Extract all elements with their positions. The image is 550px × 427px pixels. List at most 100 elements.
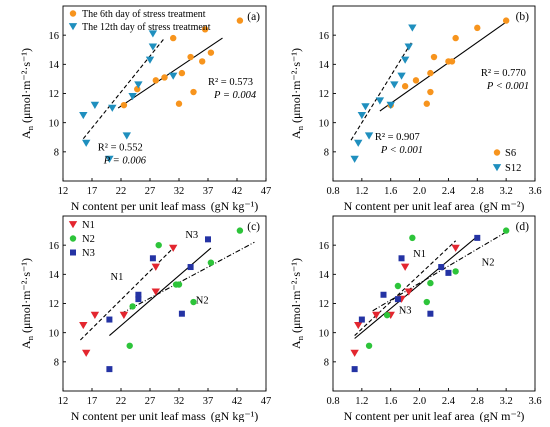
data-point — [90, 311, 100, 319]
data-point — [82, 349, 91, 357]
x-tick-label: 17 — [87, 186, 98, 197]
data-point — [236, 227, 244, 234]
x-tick-label: 0.8 — [326, 186, 339, 197]
x-axis-title: N content per unit leaf area — [344, 199, 476, 213]
annotation-line-label: N2 — [196, 296, 209, 307]
data-point — [90, 101, 100, 109]
data-point — [199, 58, 206, 65]
data-point — [207, 49, 215, 56]
y-axis-unit: (μmol·m⁻²·s⁻¹) — [289, 258, 303, 333]
y-tick-label: 16 — [49, 241, 60, 252]
x-tick-label: 1.2 — [355, 396, 368, 407]
y-axis-subscript: n — [295, 335, 305, 340]
data-point — [375, 97, 385, 105]
x-axis-label: N content per unit leaf mass (gN kg⁻¹) — [71, 199, 259, 213]
data-point — [354, 322, 363, 330]
data-point — [122, 132, 131, 140]
x-axis-label: N content per unit leaf area (gN m⁻²) — [344, 199, 525, 213]
panel-label: (d) — [516, 221, 530, 233]
regression-line-dashdot — [120, 241, 255, 315]
data-point — [452, 268, 459, 275]
data-point — [451, 244, 460, 252]
series-n3 — [106, 236, 211, 373]
data-point — [135, 296, 142, 303]
y-tick-label: 14 — [319, 60, 330, 71]
data-point — [400, 56, 410, 64]
data-point — [178, 310, 185, 317]
y-tick-label: 16 — [49, 31, 60, 42]
y-tick-label: 12 — [319, 299, 330, 310]
data-point — [108, 104, 117, 112]
data-point — [427, 279, 434, 287]
x-tick-label: 42 — [232, 186, 243, 197]
data-point — [190, 88, 197, 96]
data-point — [152, 77, 159, 84]
data-point — [445, 269, 452, 276]
data-point — [364, 132, 374, 140]
legend-marker — [492, 164, 502, 172]
data-point — [149, 255, 156, 262]
y-tick-label: 8 — [324, 147, 329, 158]
data-point — [427, 88, 434, 96]
x-tick-label: 3.6 — [528, 396, 541, 407]
data-point — [161, 74, 168, 81]
panel-label: (c) — [247, 221, 260, 233]
x-tick-label: 12 — [58, 396, 69, 407]
data-point — [358, 316, 365, 323]
data-point — [175, 100, 183, 107]
y-tick-label: 8 — [54, 357, 59, 368]
data-point — [390, 81, 399, 89]
data-point — [82, 139, 91, 147]
annotation-line-label: N3 — [185, 230, 198, 241]
legend-marker — [493, 149, 501, 156]
annotation-p-value: P < 0.001 — [380, 145, 423, 156]
annotation-r2: R² = 0.907 — [375, 132, 420, 143]
data-point — [169, 72, 178, 80]
annotation-line-label: N3 — [399, 306, 412, 317]
data-point — [386, 101, 395, 109]
x-tick-label: 17 — [87, 396, 98, 407]
data-point — [427, 69, 434, 77]
regression-line-dashed — [80, 247, 174, 341]
legend-label: S6 — [505, 148, 516, 159]
x-tick-label: 32 — [174, 186, 185, 197]
regression-line-dashdot — [372, 231, 507, 312]
data-point — [135, 291, 142, 298]
x-axis-title: N content per unit leaf area — [344, 409, 476, 422]
data-point — [350, 349, 359, 357]
data-point — [145, 56, 155, 64]
x-tick-label: 22 — [116, 396, 127, 407]
panel-label: (a) — [247, 11, 260, 23]
data-point — [201, 26, 209, 33]
data-point — [357, 112, 367, 120]
data-point — [474, 24, 481, 32]
y-axis-title: A — [19, 130, 33, 139]
x-tick-label: 1.6 — [384, 186, 397, 197]
series-the-6th-day-of-stress-treatment — [120, 17, 244, 109]
y-tick-label: 10 — [319, 328, 330, 339]
data-point — [400, 263, 410, 271]
x-tick-label: 2.4 — [442, 186, 456, 197]
legend-marker — [69, 10, 77, 17]
data-point — [151, 263, 160, 271]
panel-label: (b) — [516, 11, 530, 23]
x-tick-label: 47 — [261, 396, 272, 407]
data-point — [394, 282, 402, 290]
data-point — [178, 69, 186, 77]
data-point — [394, 296, 401, 303]
annotation-p-value: P = 0.004 — [213, 90, 257, 101]
data-point — [187, 53, 194, 61]
data-point — [438, 264, 445, 271]
data-point — [404, 288, 413, 296]
data-point — [452, 34, 459, 42]
x-tick-label: 2.0 — [413, 186, 426, 197]
data-point — [383, 311, 391, 319]
annotation-line-label: N2 — [482, 258, 495, 269]
x-tick-label: 27 — [145, 396, 156, 407]
x-axis-title: N content per unit leaf mass — [71, 199, 206, 213]
legend-label: The 12th day of stress treatment — [82, 22, 211, 33]
regression-line-dashed — [82, 37, 165, 140]
y-tick-label: 12 — [319, 89, 330, 100]
data-point — [423, 298, 430, 306]
